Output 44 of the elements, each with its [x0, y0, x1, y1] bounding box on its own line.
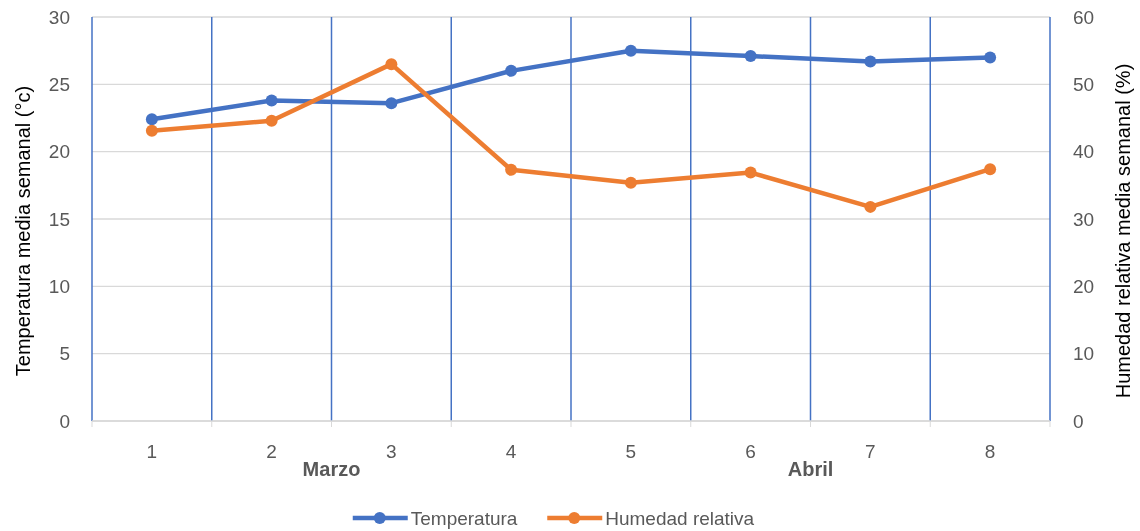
y2-axis-title: Humedad relativa media semanal (%)	[1112, 63, 1134, 399]
y-tick-label: 15	[48, 208, 70, 230]
y2-tick-label: 30	[1073, 208, 1095, 230]
x-tick-label: 6	[745, 441, 756, 462]
point	[864, 55, 877, 68]
y2-tick-label: 40	[1073, 141, 1095, 163]
x-tick-label: 2	[266, 441, 277, 462]
x-tick-label: 3	[386, 441, 397, 462]
y-tick-label: 20	[48, 141, 70, 163]
legend-label: Temperatura	[410, 507, 518, 529]
x-tick-label: 5	[625, 441, 637, 462]
point	[624, 44, 637, 57]
x-tick-label: 1	[146, 441, 158, 462]
point	[505, 64, 518, 77]
y2-tick-label: 10	[1073, 343, 1095, 365]
text: Marzo	[302, 458, 361, 480]
point	[505, 163, 518, 176]
point	[145, 124, 158, 137]
y2-tick-label: 60	[1073, 6, 1095, 28]
y2-tick-label: 0	[1073, 410, 1084, 432]
x-tick-label: 8	[984, 441, 996, 462]
point	[744, 166, 757, 179]
point	[385, 97, 398, 110]
y-axis-title: Temperatura media semanal (°c)	[12, 85, 34, 377]
point	[624, 176, 637, 189]
x-tick-label: 4	[505, 441, 517, 462]
y2-tick-label: 20	[1073, 275, 1095, 297]
point	[984, 163, 997, 176]
point	[984, 51, 997, 64]
point	[385, 58, 398, 71]
text: Abril	[787, 458, 834, 480]
point	[744, 50, 757, 63]
y-tick-label: 0	[59, 410, 70, 432]
x-tick-label: 7	[865, 441, 876, 462]
point	[265, 114, 278, 127]
point	[864, 200, 877, 213]
y2-tick-label: 50	[1073, 73, 1095, 95]
legend-label: Humedad relativa	[605, 507, 755, 529]
y-tick-label: 5	[59, 343, 70, 365]
point	[265, 94, 278, 107]
y-tick-label: 10	[48, 275, 70, 297]
point	[145, 113, 158, 126]
y-tick-label: 30	[48, 6, 70, 28]
y-tick-label: 25	[48, 73, 70, 95]
